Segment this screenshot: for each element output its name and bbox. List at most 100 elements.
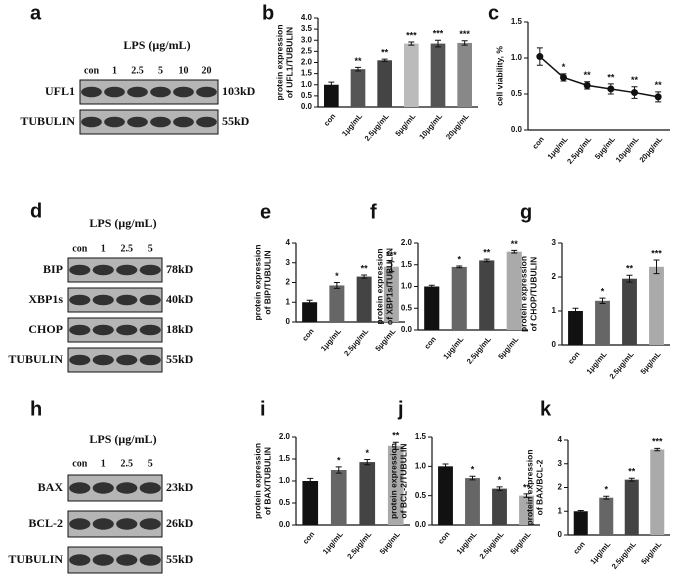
significance: * [457, 254, 461, 264]
bar [383, 266, 399, 322]
x-tick-label: con [566, 349, 582, 365]
y-axis-label: protein expression [274, 24, 284, 100]
lane-label: 1 [112, 65, 117, 76]
band [150, 86, 171, 98]
x-tick-label: 1μg/mL [441, 334, 465, 361]
y-tick-label: 1.5 [401, 260, 413, 269]
y-tick-label: 1.0 [511, 53, 523, 62]
lane-label: 2.5 [121, 243, 134, 254]
significance: * [471, 465, 475, 475]
band [69, 324, 91, 336]
significance: ** [354, 56, 362, 66]
error-bar [364, 458, 371, 466]
bar [649, 266, 664, 345]
error-bar [333, 282, 340, 289]
band [139, 324, 161, 336]
significance: ** [628, 467, 636, 477]
band [116, 518, 138, 530]
bar [595, 300, 610, 345]
bar [622, 278, 637, 345]
x-tick-label: con [422, 334, 438, 350]
significance: ** [483, 247, 491, 257]
error-bar [392, 441, 399, 450]
protein-size: 26kD [166, 516, 194, 530]
panel-label: i [260, 398, 266, 420]
y-tick-label: 0.5 [415, 491, 427, 500]
protein-size: 78kD [166, 262, 194, 276]
y-axis-label: of CHOP/TUBULIN [528, 257, 538, 332]
x-tick-label: 2.5μg/mL [610, 539, 638, 570]
band [92, 518, 114, 530]
point [560, 73, 567, 81]
point [583, 81, 591, 89]
error-bar [511, 249, 518, 254]
point [631, 89, 638, 97]
x-tick-label: 1μg/mL [340, 111, 364, 138]
significance: *** [433, 29, 444, 39]
lane-label: 2.5 [131, 65, 144, 76]
band [139, 482, 161, 494]
band [104, 86, 125, 98]
y-tick-label: 0 [552, 340, 557, 349]
bar [451, 266, 467, 330]
band [139, 518, 161, 530]
protein-size: 103kD [222, 84, 256, 98]
significance: * [365, 448, 369, 458]
error-bar [603, 495, 610, 500]
error-bar [599, 297, 606, 305]
protein-name: BAX [38, 480, 64, 494]
y-axis-label: protein expression [388, 443, 398, 519]
y-axis-label: of BAX/TUBULIN [262, 447, 272, 515]
line [539, 55, 659, 98]
x-tick-label: 5μg/mL [378, 529, 402, 556]
blot-strip [79, 79, 219, 105]
panel-label: a [30, 2, 42, 24]
x-tick-label: 5μg/mL [509, 529, 533, 556]
y-tick-label: 4 [286, 238, 291, 247]
significance: *** [459, 29, 470, 39]
bar [387, 445, 404, 525]
band [139, 264, 161, 276]
error-bar [469, 475, 476, 481]
protein-size: 18kD [166, 322, 194, 336]
band [173, 116, 194, 128]
x-tick-label: 2.5μg/mL [342, 326, 370, 357]
significance: ** [655, 80, 663, 90]
bar [302, 302, 318, 322]
x-tick-label: 2.5μg/mL [465, 334, 493, 365]
error-bar [335, 466, 342, 474]
bar [329, 285, 345, 322]
blot-header: LPS (μg/mL) [123, 38, 190, 52]
protein-name: XBP1s [28, 292, 63, 306]
y-tick-label: 0.0 [415, 520, 427, 529]
y-tick-label: 1 [286, 297, 291, 306]
y-tick-label: 4.0 [301, 13, 313, 22]
band [81, 86, 102, 98]
panel-label: h [30, 398, 42, 420]
x-tick-label: 10μg/mL [417, 111, 444, 141]
error-bar [435, 39, 441, 48]
y-tick-label: 0.5 [401, 303, 413, 312]
band [69, 554, 91, 566]
bar [330, 470, 347, 525]
band [92, 324, 114, 336]
x-tick-label: 1μg/mL [455, 529, 479, 556]
band [150, 116, 171, 128]
significance: * [335, 271, 339, 281]
significance: ** [626, 264, 634, 274]
x-tick-label: 2.5μg/mL [345, 529, 373, 560]
protein-name: TUBULIN [8, 352, 63, 366]
bar [573, 511, 588, 535]
x-tick-label: 10μg/mL [614, 134, 641, 164]
significance: ** [381, 48, 389, 58]
y-tick-label: 2.5 [301, 46, 313, 55]
lane-label: con [84, 65, 99, 76]
band [81, 116, 102, 128]
bar [624, 479, 639, 535]
x-tick-label: 1μg/mL [319, 326, 343, 353]
protein-name: BCL-2 [28, 516, 63, 530]
x-tick-label: 2.5μg/mL [363, 111, 391, 142]
y-tick-label: 3 [552, 238, 557, 247]
y-axis-label: of UFL1/TUBULIN [284, 27, 294, 98]
lane-label: 10 [179, 65, 189, 76]
